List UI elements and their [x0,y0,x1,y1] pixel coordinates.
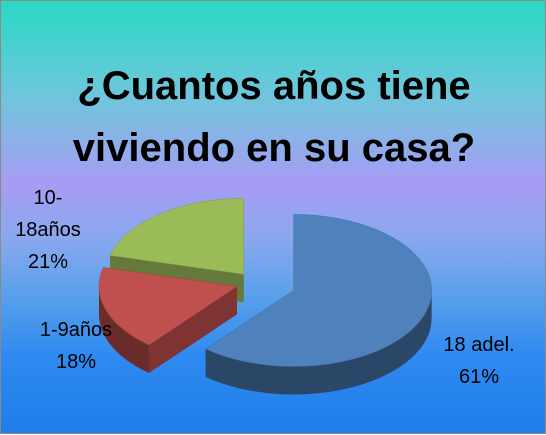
slice [98,267,238,346]
chart-title: ¿Cuantos años tiene viviendo en su casa? [72,64,476,170]
slice [109,198,244,275]
label-value: 61% [458,366,500,388]
slice-side [205,290,432,395]
slice-side [98,286,150,373]
data-label: 1-9años 18% [23,314,129,378]
slice [205,214,432,367]
label-category: 1-9años [39,319,113,341]
data-label: 18 adel. 61% [439,329,519,393]
label-value: 21% [27,251,69,273]
label-value: 18% [55,351,97,373]
data-label: 10-18años 21% [15,182,81,278]
label-category: 10-18años [15,187,81,241]
label-category: 18 adel. [443,334,515,356]
